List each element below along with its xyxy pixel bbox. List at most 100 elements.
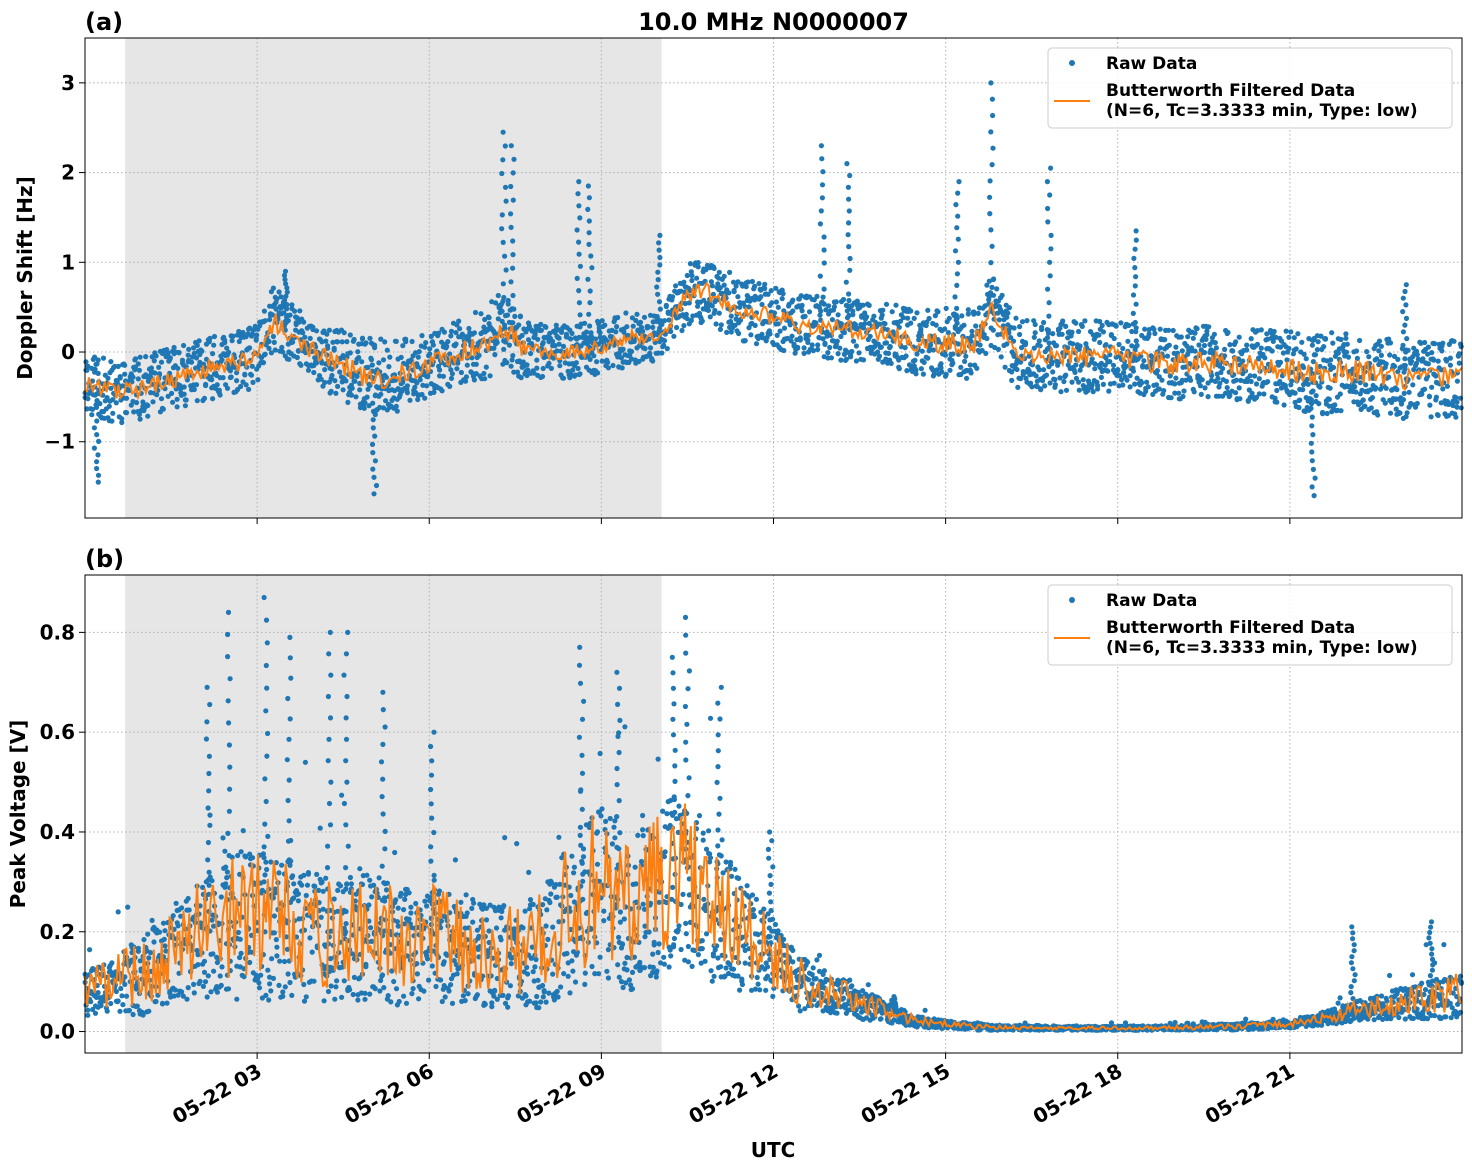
raw-data-point xyxy=(376,875,382,881)
raw-data-point xyxy=(510,292,516,299)
raw-data-point xyxy=(1320,409,1326,416)
raw-data-point xyxy=(122,371,128,377)
raw-data-point xyxy=(449,371,455,377)
raw-data-point xyxy=(560,375,567,381)
raw-data-point xyxy=(218,894,224,900)
raw-data-point xyxy=(511,156,517,162)
raw-data-point xyxy=(145,402,151,409)
raw-data-point xyxy=(328,983,334,989)
raw-data-point xyxy=(277,958,283,964)
raw-data-point xyxy=(510,252,516,258)
raw-data-point xyxy=(295,898,301,904)
raw-data-point xyxy=(1387,410,1394,416)
raw-data-point xyxy=(339,792,345,798)
raw-data-point xyxy=(151,939,157,945)
raw-data-point xyxy=(403,1000,410,1006)
raw-data-point xyxy=(953,317,959,323)
raw-data-point xyxy=(345,399,351,405)
raw-data-point xyxy=(813,320,819,326)
raw-data-point xyxy=(312,883,318,890)
raw-data-point xyxy=(768,288,774,294)
raw-data-point xyxy=(846,244,852,250)
raw-data-point xyxy=(990,112,996,119)
raw-data-point xyxy=(597,334,603,340)
raw-data-point xyxy=(262,872,268,878)
raw-data-point xyxy=(1069,329,1075,335)
raw-data-point xyxy=(421,988,427,994)
raw-data-point xyxy=(749,278,756,285)
raw-data-point xyxy=(1044,327,1050,333)
raw-data-point xyxy=(1063,387,1070,393)
raw-data-point xyxy=(331,345,337,351)
raw-data-point xyxy=(1281,402,1287,408)
raw-data-point xyxy=(369,894,375,900)
raw-data-point xyxy=(576,251,582,257)
raw-data-point xyxy=(620,984,626,991)
raw-data-point xyxy=(670,294,676,300)
raw-data-point xyxy=(1447,355,1453,361)
raw-data-point xyxy=(520,359,526,365)
raw-data-point xyxy=(724,329,730,335)
raw-data-point xyxy=(458,369,464,376)
raw-data-point xyxy=(1166,327,1172,333)
raw-data-point xyxy=(498,937,504,943)
raw-data-point xyxy=(586,218,592,224)
raw-data-point xyxy=(920,371,927,377)
raw-data-point xyxy=(904,368,910,374)
raw-data-point xyxy=(1404,336,1410,342)
raw-data-point xyxy=(95,357,101,363)
raw-data-point xyxy=(689,277,695,284)
raw-data-point xyxy=(387,354,393,360)
raw-data-point xyxy=(1425,344,1431,350)
raw-data-point xyxy=(612,835,618,841)
raw-data-point xyxy=(651,939,657,946)
raw-data-point xyxy=(614,324,620,330)
raw-data-point xyxy=(181,384,187,390)
raw-data-point xyxy=(575,191,581,197)
raw-data-point xyxy=(1357,337,1363,344)
raw-data-point xyxy=(339,994,345,1000)
raw-data-point xyxy=(797,1008,803,1014)
raw-data-point xyxy=(301,872,307,878)
raw-data-point xyxy=(502,184,509,190)
raw-data-point xyxy=(152,370,158,376)
raw-data-point xyxy=(456,318,462,324)
raw-data-point xyxy=(921,359,927,365)
raw-data-point xyxy=(328,388,334,394)
raw-data-point xyxy=(419,391,425,398)
raw-data-point xyxy=(1429,384,1435,390)
raw-data-point xyxy=(1046,340,1052,346)
raw-data-point xyxy=(1222,346,1228,352)
raw-data-point xyxy=(942,352,949,358)
raw-data-point xyxy=(196,338,202,344)
raw-data-point xyxy=(370,400,376,406)
raw-data-point xyxy=(755,931,761,938)
raw-data-point xyxy=(540,365,546,372)
raw-data-point xyxy=(1403,315,1410,321)
raw-data-point xyxy=(817,312,823,318)
raw-data-point xyxy=(1049,361,1055,367)
raw-data-point xyxy=(883,340,890,346)
raw-data-point xyxy=(564,950,570,957)
raw-data-point xyxy=(1309,342,1315,348)
raw-data-point xyxy=(1458,405,1464,411)
raw-data-point xyxy=(1139,380,1145,386)
raw-data-point xyxy=(1199,377,1205,383)
raw-data-point xyxy=(173,900,179,906)
raw-data-point xyxy=(530,969,536,975)
raw-data-point xyxy=(211,342,217,348)
raw-data-point xyxy=(758,294,764,300)
raw-data-point xyxy=(167,355,173,361)
raw-data-point xyxy=(928,342,934,348)
raw-data-point xyxy=(1180,393,1186,400)
raw-data-point xyxy=(760,335,766,341)
raw-data-point xyxy=(1256,376,1262,382)
raw-data-point xyxy=(990,327,996,333)
raw-data-point xyxy=(335,383,341,389)
raw-data-point xyxy=(952,294,958,300)
raw-data-point xyxy=(258,972,264,978)
raw-data-point xyxy=(689,272,695,279)
raw-data-point xyxy=(674,324,680,331)
raw-data-point xyxy=(964,375,970,381)
raw-data-point xyxy=(799,308,805,314)
